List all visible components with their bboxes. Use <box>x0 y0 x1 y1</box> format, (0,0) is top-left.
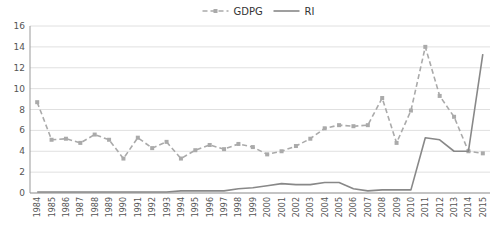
x-tick-label: 1998 <box>234 197 243 217</box>
series-marker <box>64 137 68 141</box>
series-marker <box>366 123 370 127</box>
x-tick-label: 2004 <box>321 197 330 217</box>
grid-line <box>30 109 490 110</box>
x-tick-label: 2010 <box>407 197 416 217</box>
x-tick-label: 2006 <box>349 197 358 217</box>
x-tick-label: 1990 <box>119 197 128 217</box>
series-marker <box>179 157 183 161</box>
y-tick-label: 2 <box>19 167 25 177</box>
x-tick-label: 1995 <box>191 197 200 217</box>
series-marker <box>452 115 456 119</box>
x-tick-label: 1984 <box>33 197 42 217</box>
x-tick-label: 2013 <box>450 197 459 217</box>
x-tick-label: 2007 <box>364 197 373 217</box>
x-tick-label: 2000 <box>263 197 272 217</box>
series-marker <box>409 109 413 113</box>
series-line <box>37 47 483 159</box>
series-marker <box>265 152 269 156</box>
series-marker <box>395 141 399 145</box>
x-tick-label: 1985 <box>48 197 57 217</box>
x-tick-label: 2011 <box>421 197 430 217</box>
x-tick-label: 2003 <box>306 197 315 217</box>
x-tick-label: 1986 <box>62 197 71 217</box>
legend-label: GDPG <box>234 6 263 17</box>
series-marker <box>351 124 355 128</box>
series-marker <box>236 142 240 146</box>
x-tick-label: 2008 <box>378 197 387 217</box>
grid-line <box>30 130 490 131</box>
series-marker <box>438 94 442 98</box>
axes: 0 2 4 6 8 10 12 14 16 1984 1985 1986 1987 1988 1989 199… <box>14 21 490 217</box>
series-marker <box>50 138 54 142</box>
legend-label: RI <box>305 6 315 17</box>
series-marker <box>136 136 140 140</box>
series-marker <box>35 100 39 104</box>
series-marker <box>222 147 226 151</box>
y-tick-label: 8 <box>19 105 25 115</box>
x-tick-label: 1991 <box>134 197 143 217</box>
y-tick-label: 12 <box>14 63 25 73</box>
x-tick-label: 2009 <box>393 197 402 217</box>
series-marker <box>251 145 255 149</box>
series-marker <box>337 123 341 127</box>
y-tick-label: 6 <box>19 125 25 135</box>
series-marker <box>294 144 298 148</box>
series-marker <box>481 151 485 155</box>
x-tick-label: 2001 <box>278 197 287 217</box>
x-tick-label: 1996 <box>206 197 215 217</box>
x-tick-label: 1999 <box>249 197 258 217</box>
chart: 0 2 4 6 8 10 12 14 16 1984 1985 1986 1987 1988 1989 199… <box>0 0 500 229</box>
x-tick-label: 1989 <box>105 197 114 217</box>
legend: GDPG RI <box>203 6 315 17</box>
x-tick-label: 2014 <box>464 197 473 217</box>
grid-line <box>30 26 490 27</box>
series-marker <box>423 45 427 49</box>
x-tick-label: 2005 <box>335 197 344 217</box>
x-tick-label: 2015 <box>479 197 488 217</box>
data <box>35 45 485 192</box>
x-tick-label: 1987 <box>76 197 85 217</box>
series-marker <box>208 143 212 147</box>
series-marker <box>150 146 154 150</box>
series-marker <box>308 137 312 141</box>
legend-marker <box>214 9 218 13</box>
legend-swatch <box>274 10 300 12</box>
series-marker <box>380 96 384 100</box>
y-tick-label: 14 <box>14 42 26 52</box>
grid-line <box>30 88 490 89</box>
x-tick-label: 1992 <box>148 197 157 217</box>
series-marker <box>93 133 97 137</box>
y-tick-label: 10 <box>14 84 26 94</box>
x-tick-label: 2012 <box>436 197 445 217</box>
x-tick-label: 1997 <box>220 197 229 217</box>
series-marker <box>121 157 125 161</box>
x-tick-label: 2002 <box>292 197 301 217</box>
y-axis-line <box>30 26 31 193</box>
y-tick-label: 0 <box>19 188 25 198</box>
series-marker <box>323 126 327 130</box>
y-tick-label: 16 <box>14 21 26 31</box>
series-marker <box>107 138 111 142</box>
grid-line <box>30 46 490 47</box>
series-marker <box>165 140 169 144</box>
series-line <box>37 54 483 192</box>
x-tick-label: 1994 <box>177 197 186 217</box>
x-tick-label: 1988 <box>91 197 100 217</box>
series-marker <box>78 141 82 145</box>
series-marker <box>193 148 197 152</box>
x-tick-label: 1993 <box>163 197 172 217</box>
y-tick-label: 4 <box>19 146 25 156</box>
series-marker <box>280 149 284 153</box>
grid-line <box>30 172 490 173</box>
